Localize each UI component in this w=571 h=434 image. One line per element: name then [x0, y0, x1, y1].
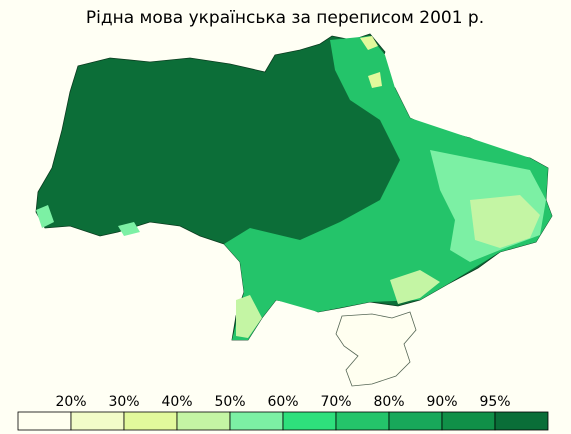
legend-label: 20% [55, 394, 86, 410]
legend-swatch [388, 411, 443, 431]
legend-label: 95% [479, 394, 510, 410]
legend: 20% 30% 40% 50% 60% 70% 80% 90% 95% [17, 394, 549, 431]
legend-label: 40% [161, 394, 192, 410]
south-east-region [236, 195, 540, 338]
map-title: Рідна мова українська за переписом 2001 … [86, 8, 484, 28]
legend-swatch [123, 411, 178, 431]
legend-swatch [282, 411, 337, 431]
west-spot [36, 205, 140, 236]
legend-label: 70% [320, 394, 351, 410]
legend-label: 60% [267, 394, 298, 410]
crimea [335, 311, 417, 387]
legend-swatch [176, 411, 231, 431]
legend-swatch [494, 411, 549, 431]
east-region [224, 36, 552, 340]
legend-swatch [70, 411, 125, 431]
legend-label: 80% [373, 394, 404, 410]
legend-label: 90% [426, 394, 457, 410]
north-east-spot [360, 36, 382, 88]
legend-label: 30% [108, 394, 139, 410]
legend-swatch [17, 411, 72, 431]
legend-swatch [335, 411, 390, 431]
ukraine-map [35, 33, 553, 387]
legend-swatch [441, 411, 496, 431]
legend-swatch [229, 411, 284, 431]
legend-label: 50% [214, 394, 245, 410]
